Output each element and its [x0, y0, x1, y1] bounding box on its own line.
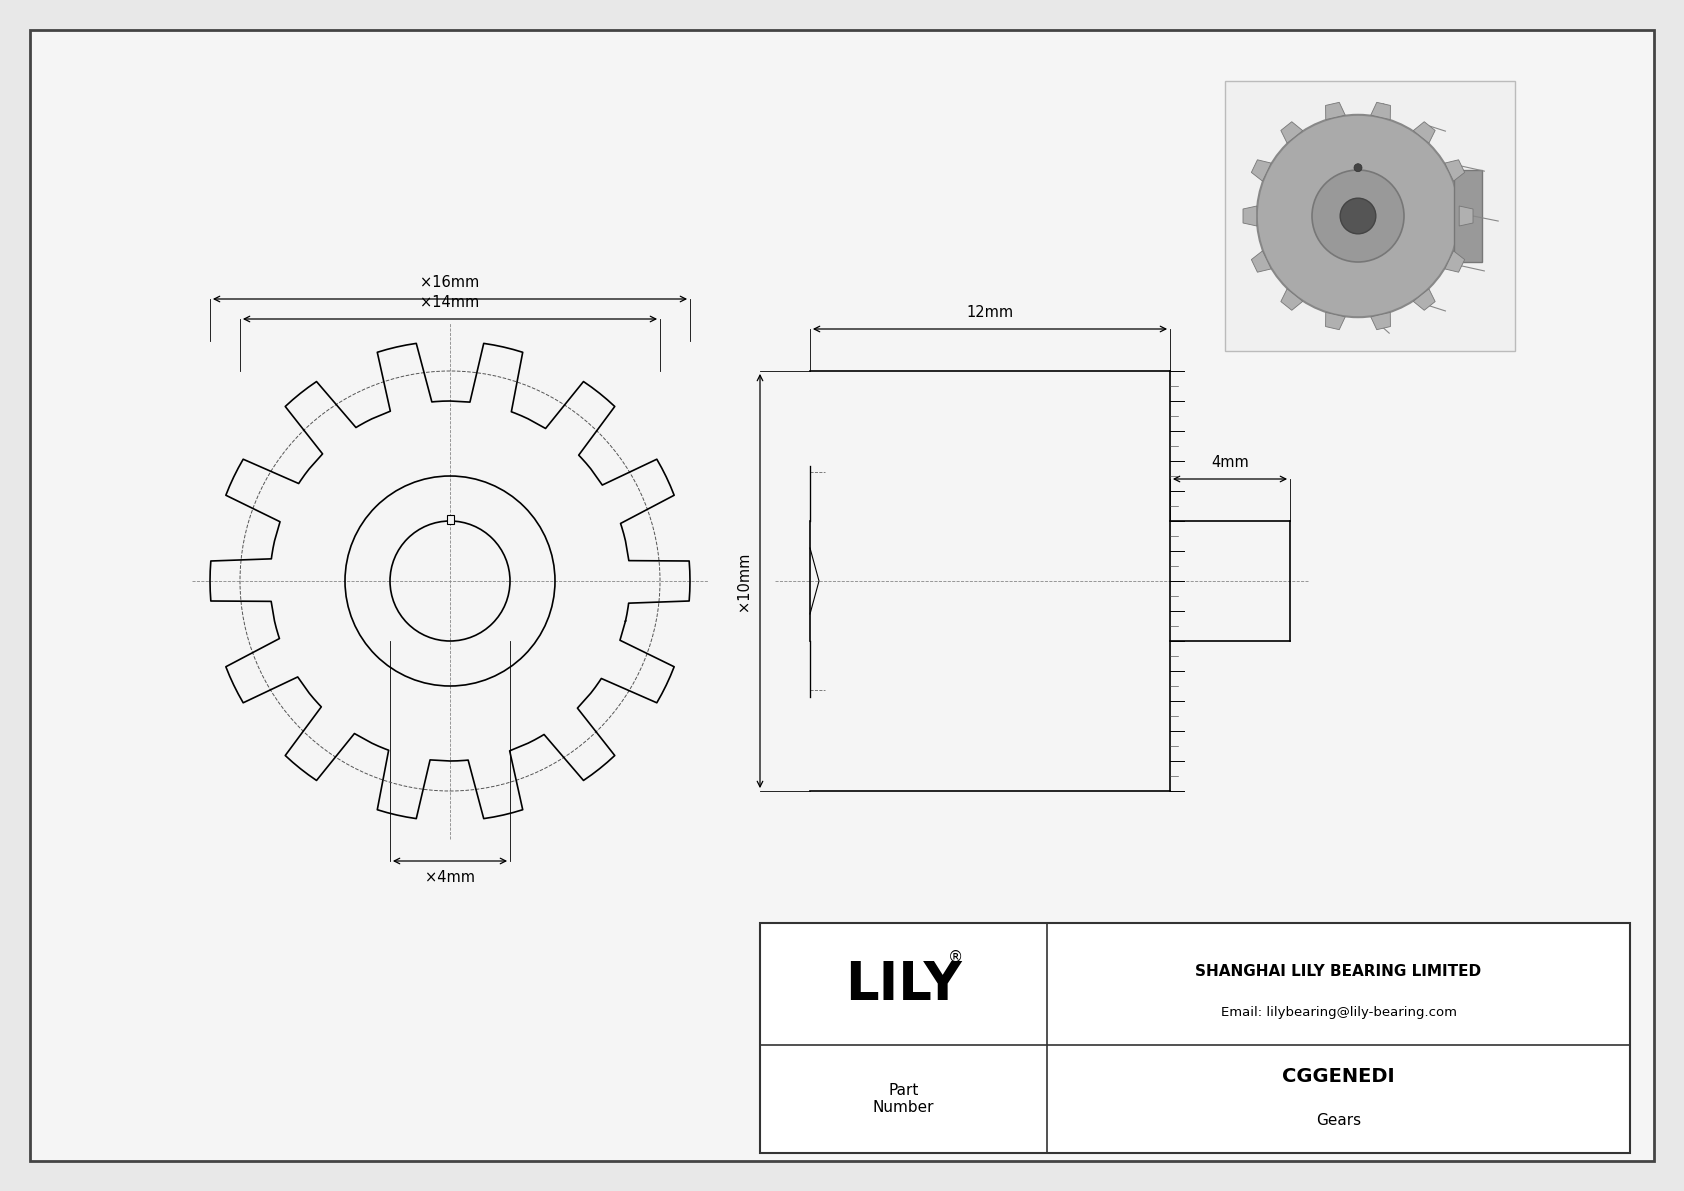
- Text: Email: lilybearing@lily-bearing.com: Email: lilybearing@lily-bearing.com: [1221, 1006, 1457, 1019]
- Bar: [446, 515, 453, 524]
- Circle shape: [1256, 114, 1460, 317]
- Text: ×14mm: ×14mm: [421, 295, 480, 310]
- Text: 12mm: 12mm: [967, 305, 1014, 320]
- Polygon shape: [1251, 251, 1271, 273]
- Text: Gears: Gears: [1315, 1114, 1361, 1128]
- Text: ®: ®: [948, 949, 963, 965]
- Polygon shape: [1251, 160, 1271, 181]
- Circle shape: [1340, 198, 1376, 233]
- Polygon shape: [1460, 206, 1474, 226]
- Text: LILY: LILY: [845, 959, 962, 1011]
- Polygon shape: [1413, 289, 1435, 311]
- Polygon shape: [1325, 102, 1346, 119]
- Bar: [759, 923, 1630, 1153]
- Text: ×4mm: ×4mm: [424, 869, 475, 885]
- Text: Part
Number: Part Number: [872, 1083, 935, 1115]
- Polygon shape: [1371, 102, 1391, 119]
- Polygon shape: [1445, 160, 1465, 181]
- Bar: [1224, 81, 1516, 351]
- Text: 4mm: 4mm: [1211, 455, 1250, 470]
- Text: ×16mm: ×16mm: [421, 275, 480, 289]
- Polygon shape: [1282, 121, 1303, 143]
- Polygon shape: [1413, 121, 1435, 143]
- Polygon shape: [1243, 206, 1256, 226]
- Polygon shape: [1445, 251, 1465, 273]
- Circle shape: [1354, 163, 1362, 172]
- Polygon shape: [1282, 289, 1303, 311]
- Polygon shape: [1325, 312, 1346, 330]
- Bar: [1455, 170, 1482, 262]
- Text: CGGENEDI: CGGENEDI: [1282, 1067, 1394, 1086]
- Text: ×10mm: ×10mm: [736, 551, 751, 611]
- Text: SHANGHAI LILY BEARING LIMITED: SHANGHAI LILY BEARING LIMITED: [1196, 964, 1482, 979]
- Circle shape: [1312, 170, 1404, 262]
- Polygon shape: [1371, 312, 1391, 330]
